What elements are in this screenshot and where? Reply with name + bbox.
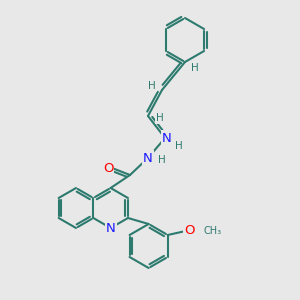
Text: CH₃: CH₃ <box>204 226 222 236</box>
Text: N: N <box>162 131 172 145</box>
Text: H: H <box>175 141 183 151</box>
Text: H: H <box>156 113 164 123</box>
Text: H: H <box>191 63 199 73</box>
Text: O: O <box>103 161 113 175</box>
Text: H: H <box>158 155 166 165</box>
Text: H: H <box>148 81 156 91</box>
Text: O: O <box>184 224 195 238</box>
Text: N: N <box>106 221 116 235</box>
Text: N: N <box>143 152 153 164</box>
